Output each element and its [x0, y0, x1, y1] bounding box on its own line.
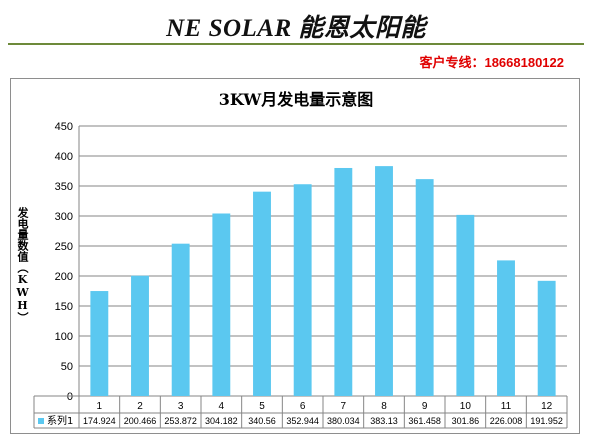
- bar: [497, 260, 515, 396]
- x-tick-label: 4: [219, 401, 225, 412]
- y-tick-label: 350: [55, 181, 73, 193]
- x-tick-label: 9: [422, 401, 428, 412]
- y-tick-label: 50: [61, 361, 73, 373]
- data-label: 361.458: [408, 416, 441, 426]
- bar: [253, 191, 271, 396]
- x-tick-label: 8: [381, 401, 387, 412]
- chart-title: 3KW月发电量示意图: [218, 90, 374, 109]
- data-label: 301.86: [452, 416, 480, 426]
- x-tick-label: 3: [178, 401, 184, 412]
- y-tick-label: 450: [55, 121, 73, 133]
- y-tick-label: 250: [55, 241, 73, 253]
- data-label: 253.872: [164, 416, 197, 426]
- bar: [90, 291, 109, 396]
- bar: [171, 243, 190, 396]
- bar: [131, 275, 149, 396]
- x-tick-label: 2: [137, 401, 143, 412]
- bar: [375, 166, 393, 396]
- bar: [334, 167, 353, 396]
- bar: [293, 184, 312, 396]
- data-label: 174.924: [83, 416, 116, 426]
- y-tick-label: 400: [55, 151, 73, 163]
- bar: [212, 213, 231, 396]
- data-label: 304.182: [205, 416, 238, 426]
- x-tick-label: 5: [259, 401, 265, 412]
- legend-label: 系列1: [47, 414, 73, 427]
- y-tick-label: 200: [55, 271, 73, 283]
- data-label: 380.034: [327, 416, 360, 426]
- x-tick-label: 7: [341, 401, 347, 412]
- x-tick-label: 11: [501, 401, 512, 412]
- brand-title: NE SOLAR 能恩太阳能: [166, 15, 426, 42]
- x-tick-label: 6: [300, 401, 306, 412]
- legend-swatch: [38, 418, 44, 424]
- y-tick-label: 150: [55, 301, 73, 313]
- data-label: 226.008: [490, 416, 523, 426]
- y-tick-label: 300: [55, 211, 73, 223]
- x-tick-label: 1: [97, 401, 103, 412]
- y-tick-label: 100: [55, 331, 73, 343]
- x-tick-label: 12: [541, 401, 553, 412]
- y-tick-label: 0: [67, 391, 73, 403]
- data-label: 352.944: [286, 416, 319, 426]
- x-tick-label: 10: [460, 401, 472, 412]
- header-divider: [8, 43, 584, 45]
- data-label: 383.13: [370, 416, 398, 426]
- bar: [537, 280, 556, 396]
- y-axis-label: 发电量数值（KWH）: [16, 207, 29, 323]
- data-label: 200.466: [124, 416, 157, 426]
- hotline-text: 客户专线：18668180122: [419, 55, 564, 70]
- bar: [456, 214, 475, 396]
- data-label: 191.952: [530, 416, 563, 426]
- data-label: 340.56: [248, 416, 276, 426]
- bar: [415, 179, 434, 396]
